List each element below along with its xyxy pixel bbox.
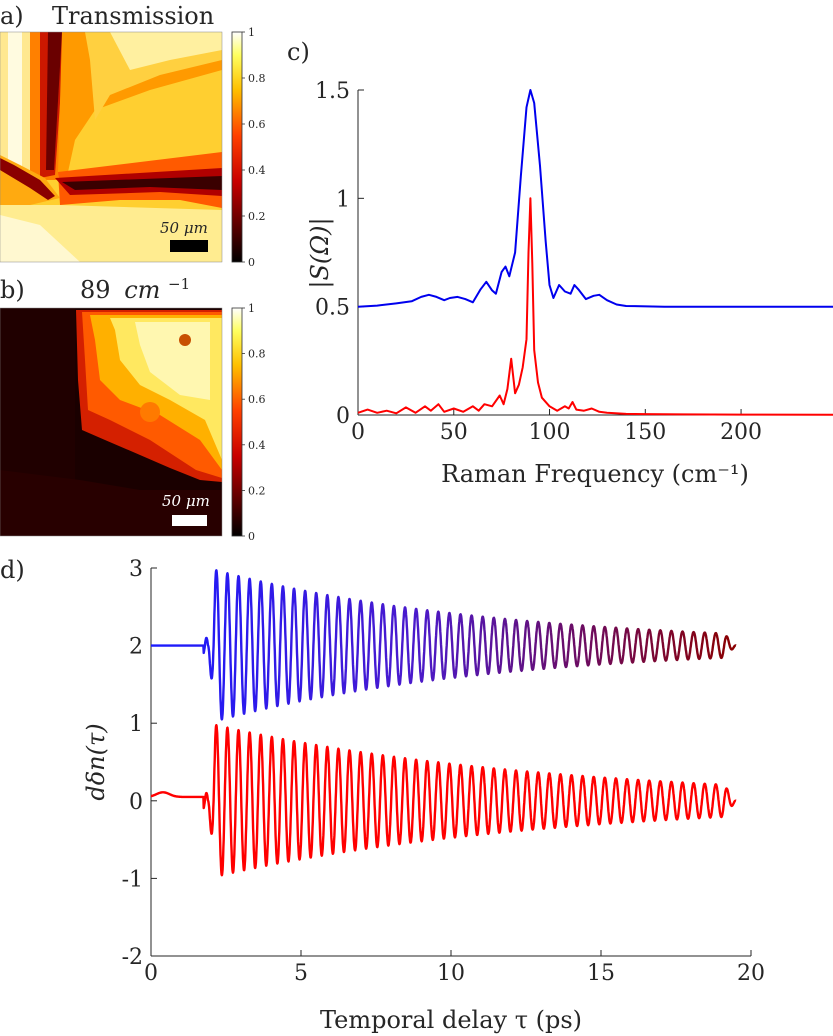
panel-b-letter: b) xyxy=(0,276,25,304)
panel-c-series-0-line xyxy=(357,89,833,308)
raman-map-89 xyxy=(0,307,223,537)
colorbar-a-tick-label: 1 xyxy=(248,26,255,39)
panel-c-ylabel: |S(Ω)| xyxy=(306,217,335,288)
panel-d-xtick-label: 5 xyxy=(294,961,308,986)
panel-c-ytick-label: 0 xyxy=(336,404,350,429)
panel-d-ytick-label: -1 xyxy=(122,867,143,892)
colorbar-a-tick-label: 0 xyxy=(248,256,255,269)
panel-d-letter: d) xyxy=(0,556,25,584)
panel-b-title: 89 cm −1 xyxy=(80,275,190,304)
panel-d-ytick-label: 1 xyxy=(129,712,143,737)
colorbar-b-tick-label: 0.8 xyxy=(248,348,266,361)
panel-d-xtick-label: 15 xyxy=(587,961,615,986)
panel-a-scalebar-label: 50 μm xyxy=(160,219,208,237)
colorbar-b-tick-label: 0 xyxy=(248,530,255,543)
panel-c-letter: c) xyxy=(287,38,310,66)
panel-d: d) 0 5 10 15 20 -2 -1 0 1 2 3 dδn(τ) Temporal dela… xyxy=(0,556,765,1034)
transmission-map xyxy=(0,31,223,263)
panel-d-series-1-line xyxy=(150,724,737,877)
colorbar-a-tick-label: 0.6 xyxy=(248,118,266,131)
colorbar-b-tick-label: 0.6 xyxy=(248,393,266,406)
panel-c-ytick-label: 1 xyxy=(336,187,350,212)
colorbar-a-tick-label: 0.8 xyxy=(248,72,266,85)
panel-b-title-unit: cm xyxy=(124,276,160,304)
panel-d-ytick-label: 2 xyxy=(129,635,143,660)
panel-c: c) 0 50 100 150 200 0 0.5 1 1.5 |S(Ω)| Raman Fre… xyxy=(287,38,833,488)
panel-a-colorbar: 0 0.2 0.4 0.6 0.8 1 xyxy=(231,26,266,269)
panel-c-xlabel: Raman Frequency (cm⁻¹) xyxy=(441,460,749,488)
panel-c-xtick-label: 100 xyxy=(529,420,571,445)
panel-b: b) 89 cm −1 50 μm 0 0.2 0.4 0.6 0.8 1 xyxy=(0,275,266,543)
colorbar-b-tick-label: 0.4 xyxy=(248,439,266,452)
panel-c-axes: 0 50 100 150 200 0 0.5 1 1.5 xyxy=(315,79,833,445)
panel-d-xtick-label: 20 xyxy=(737,961,765,986)
panel-c-xtick-label: 0 xyxy=(351,420,365,445)
panel-d-ytick-label: -2 xyxy=(122,945,143,970)
panel-b-colorbar: 0 0.2 0.4 0.6 0.8 1 xyxy=(231,302,266,543)
panel-b-scalebar xyxy=(172,515,207,526)
panel-a: a) Transmission 50 μm 0 0.2 0.4 0.6 0.8 1 xyxy=(0,2,266,269)
panel-c-xtick-label: 200 xyxy=(720,420,762,445)
colorbar-a-tick-label: 0.2 xyxy=(248,210,266,223)
panel-a-letter: a) xyxy=(0,2,24,30)
panel-d-xlabel: Temporal delay τ (ps) xyxy=(320,1006,582,1034)
panel-d-series-0-line xyxy=(150,569,737,721)
panel-d-ytick-label: 0 xyxy=(129,790,143,815)
panel-a-scalebar xyxy=(170,240,208,252)
panel-d-xtick-label: 0 xyxy=(144,961,158,986)
panel-d-ylabel: dδn(τ) xyxy=(82,723,110,800)
panel-d-xtick-label: 10 xyxy=(437,961,465,986)
panel-c-xtick-label: 50 xyxy=(440,420,468,445)
panel-c-ytick-label: 1.5 xyxy=(315,79,350,104)
panel-d-ytick-label: 3 xyxy=(129,557,143,582)
colorbar-a-tick-label: 0.4 xyxy=(248,164,266,177)
panel-a-title: Transmission xyxy=(52,2,214,30)
panel-c-series-1-line xyxy=(357,197,833,416)
panel-b-title-exp: −1 xyxy=(168,275,190,293)
panel-c-xtick-label: 150 xyxy=(624,420,666,445)
panel-b-scalebar-label: 50 μm xyxy=(162,492,210,510)
colorbar-b-tick-label: 0.2 xyxy=(248,484,266,497)
panel-d-axes: 0 5 10 15 20 -2 -1 0 1 2 3 xyxy=(122,557,765,986)
colorbar-b-tick-label: 1 xyxy=(248,302,255,315)
panel-b-title-number: 89 xyxy=(80,276,111,304)
panel-c-ytick-label: 0.5 xyxy=(315,296,350,321)
